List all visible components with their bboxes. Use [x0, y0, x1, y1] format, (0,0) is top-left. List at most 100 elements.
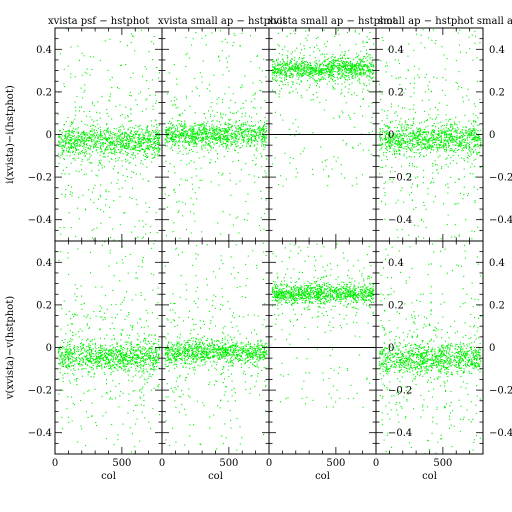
data-point — [477, 140, 479, 142]
data-point — [427, 140, 429, 142]
data-point — [387, 139, 389, 141]
data-point — [427, 146, 429, 148]
data-point — [155, 144, 157, 146]
data-point — [361, 60, 363, 62]
data-point — [424, 137, 426, 139]
data-point — [432, 29, 434, 31]
data-point — [442, 145, 444, 147]
data-point — [214, 137, 216, 139]
data-point — [144, 155, 146, 157]
data-point — [227, 133, 229, 135]
data-point — [91, 237, 93, 239]
data-point — [307, 62, 309, 64]
data-point — [74, 76, 76, 78]
data-point — [403, 133, 405, 135]
data-point — [477, 138, 479, 140]
data-point — [419, 131, 421, 133]
data-point — [443, 146, 445, 148]
data-point — [344, 86, 346, 88]
data-point — [426, 148, 428, 150]
data-point — [190, 197, 192, 199]
data-point — [115, 145, 117, 147]
data-point — [439, 132, 441, 134]
data-point — [305, 71, 307, 73]
data-point — [450, 133, 452, 135]
data-point — [147, 130, 149, 132]
data-point — [307, 74, 309, 76]
data-point — [404, 140, 406, 142]
data-point — [472, 173, 474, 175]
data-point — [157, 132, 159, 134]
data-point — [153, 138, 155, 140]
data-point — [153, 148, 155, 150]
data-point — [128, 144, 130, 146]
data-point — [233, 41, 235, 43]
data-point — [343, 73, 345, 75]
data-point — [58, 135, 60, 137]
data-point — [405, 78, 407, 80]
data-point — [86, 124, 88, 126]
data-point — [395, 135, 397, 137]
data-point — [273, 67, 275, 69]
data-point — [191, 138, 193, 140]
data-point — [385, 138, 387, 140]
data-point — [437, 122, 439, 124]
data-point — [318, 73, 320, 75]
data-point — [209, 128, 211, 130]
data-point — [309, 73, 311, 75]
data-point — [250, 137, 252, 139]
data-point — [157, 129, 159, 131]
data-point — [203, 131, 205, 133]
data-point — [451, 124, 453, 126]
data-point — [430, 182, 432, 184]
data-point — [371, 61, 373, 63]
data-point — [406, 129, 408, 131]
data-point — [263, 148, 265, 150]
data-point — [250, 130, 252, 132]
data-point — [100, 196, 102, 198]
data-point — [251, 142, 253, 144]
data-point — [94, 143, 96, 145]
data-point — [439, 135, 441, 137]
data-point — [225, 142, 227, 144]
data-point — [133, 158, 135, 160]
data-point — [145, 140, 147, 142]
data-point — [168, 195, 170, 197]
data-point — [428, 143, 430, 145]
data-point — [300, 75, 302, 77]
data-point — [385, 142, 387, 144]
data-point — [231, 138, 233, 140]
data-point — [421, 149, 423, 151]
data-point — [422, 148, 424, 150]
data-point — [333, 63, 335, 65]
data-point — [222, 173, 224, 175]
data-point — [435, 147, 437, 149]
data-point — [298, 68, 300, 70]
data-point — [452, 139, 454, 141]
data-point — [318, 70, 320, 72]
data-point — [278, 63, 280, 65]
data-point — [350, 68, 352, 70]
data-point — [332, 65, 334, 67]
data-point — [254, 135, 256, 137]
data-point — [416, 132, 418, 134]
data-point — [238, 159, 240, 161]
data-point — [122, 137, 124, 139]
data-point — [261, 70, 263, 72]
data-point — [330, 67, 332, 69]
data-point — [82, 150, 84, 152]
data-point — [199, 179, 201, 181]
data-point — [273, 71, 275, 73]
data-point — [403, 127, 405, 129]
data-point — [220, 133, 222, 135]
data-point — [145, 157, 147, 159]
data-point — [410, 132, 412, 134]
data-point — [228, 147, 230, 149]
data-point — [210, 114, 212, 116]
data-point — [201, 132, 203, 134]
data-point — [421, 147, 423, 149]
data-point — [335, 60, 337, 62]
data-point — [460, 145, 462, 147]
data-point — [97, 141, 99, 143]
data-point — [172, 104, 174, 106]
